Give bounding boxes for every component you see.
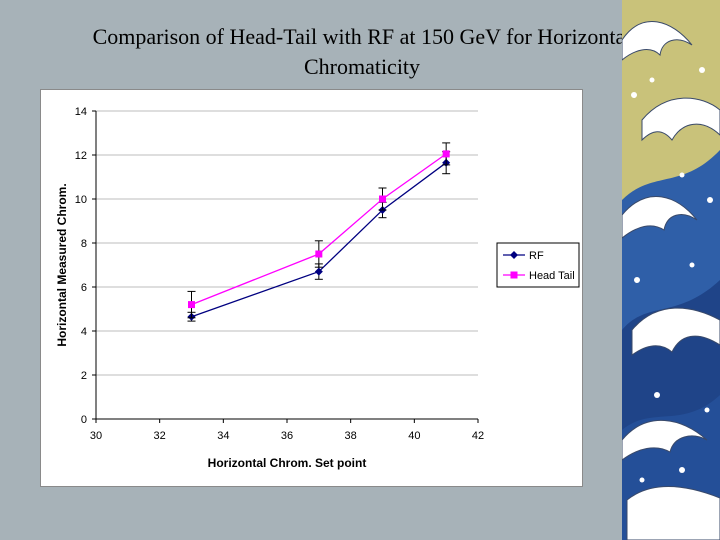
slide-title: Comparison of Head-Tail with RF at 150 G… <box>40 22 684 82</box>
y-tick-label: 4 <box>81 326 87 338</box>
x-tick-label: 42 <box>472 430 484 442</box>
x-axis-title: Horizontal Chrom. Set point <box>208 456 367 470</box>
series-line-rf <box>191 162 447 318</box>
legend: RF Head Tail <box>496 242 580 288</box>
x-tick-label: 32 <box>154 430 166 442</box>
chart-frame: 0 2 4 6 8 10 12 14 30 32 34 36 38 40 42 RF Head Tail Ho… <box>40 89 583 487</box>
x-tick-label: 40 <box>408 430 420 442</box>
data-point-head-tail <box>379 195 386 203</box>
y-tick-label: 8 <box>81 238 87 250</box>
data-point-rf <box>314 267 323 276</box>
legend-box <box>496 242 580 288</box>
series-line-head-tail <box>191 153 447 306</box>
legend-label-rf: RF <box>529 250 544 262</box>
y-tick-label: 14 <box>75 106 87 118</box>
series-layer <box>187 142 451 322</box>
x-tick-label: 38 <box>345 430 357 442</box>
x-tick-label: 30 <box>90 430 102 442</box>
slide-title-line-1: Comparison of Head-Tail with RF at 150 G… <box>92 24 632 49</box>
y-tick-label: 10 <box>75 194 87 206</box>
chart: 0 2 4 6 8 10 12 14 30 32 34 36 38 40 42 RF Head Tail Ho… <box>55 106 580 470</box>
x-tick-label: 34 <box>217 430 229 442</box>
gridlines <box>96 110 478 376</box>
y-tick-label: 12 <box>75 150 87 162</box>
y-tick-label: 2 <box>81 370 87 382</box>
legend-marker-head-tail <box>510 271 518 279</box>
x-tick-label: 36 <box>281 430 293 442</box>
slide-title-line-2: Chromaticity <box>303 54 421 79</box>
legend-marker-rf <box>510 251 518 259</box>
y-tick-label: 0 <box>81 414 87 426</box>
wave-decoration <box>622 0 720 540</box>
legend-label-head-tail: Head Tail <box>529 270 575 282</box>
y-tick-label: 6 <box>81 282 87 294</box>
axes: 0 2 4 6 8 10 12 14 30 32 34 36 38 40 42 <box>75 106 484 442</box>
data-point-head-tail <box>188 301 195 309</box>
series-rf <box>187 151 451 322</box>
series-head-tail <box>187 142 451 319</box>
y-axis-title: Horizontal Measured Chrom. <box>55 183 69 346</box>
data-point-head-tail <box>315 250 323 258</box>
data-point-head-tail <box>442 150 450 158</box>
